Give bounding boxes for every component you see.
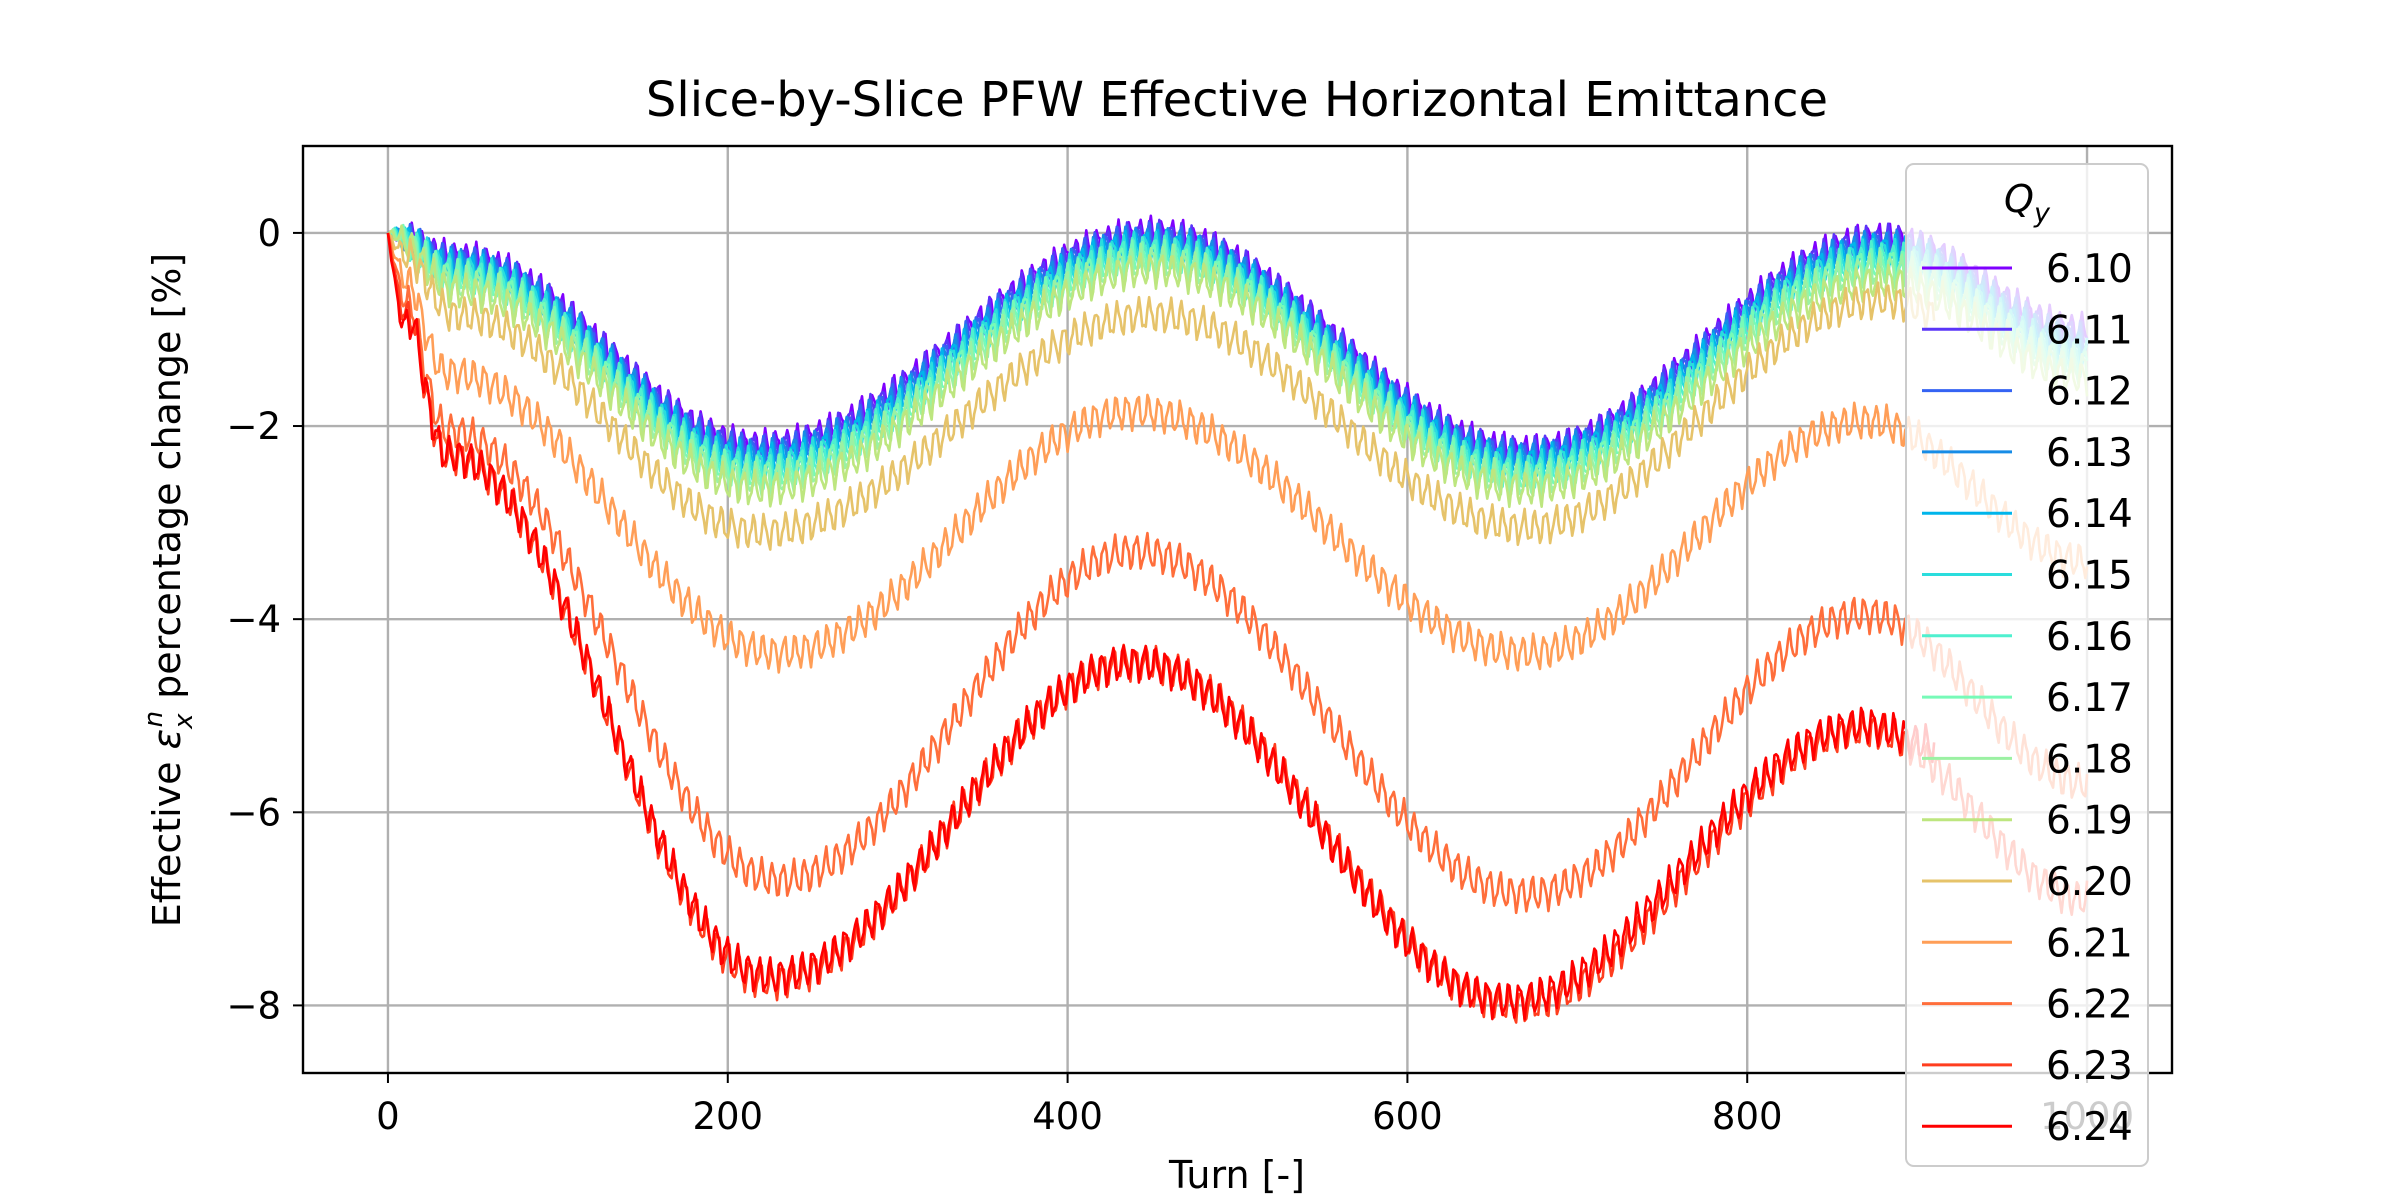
legend-box — [1905, 163, 2149, 1167]
y-tick-label: 0 — [257, 212, 281, 255]
y-axis-label: Effective εxn percentage change [%] — [139, 253, 199, 927]
legend-label: 6.16 — [2046, 615, 2133, 660]
x-axis-label: Turn [-] — [1168, 1153, 1305, 1197]
x-tick-label: 800 — [1712, 1095, 1783, 1138]
series-line-6.22 — [386, 232, 2089, 915]
x-tick-label: 0 — [376, 1095, 400, 1138]
legend-label: 6.13 — [2046, 431, 2133, 476]
legend-label: 6.20 — [2046, 860, 2133, 905]
legend-label: 6.17 — [2046, 676, 2133, 721]
legend-label: 6.22 — [2046, 983, 2133, 1028]
series-layer — [386, 214, 2089, 1024]
x-tick-label: 400 — [1032, 1095, 1103, 1138]
legend-label: 6.10 — [2046, 247, 2133, 292]
y-tick-label: −8 — [226, 984, 281, 1027]
y-axis-ticks: 0 −2 −4 −6 −8 — [226, 212, 303, 1027]
series-line-6.20 — [387, 231, 1936, 551]
legend-label: 6.15 — [2046, 554, 2133, 599]
y-tick-label: −2 — [226, 405, 281, 448]
plot-frame — [301, 144, 2174, 1075]
series-line-6.19 — [387, 224, 2089, 509]
series-line-6.11 — [387, 218, 2089, 471]
legend-label: 6.11 — [2046, 308, 2133, 353]
series-line-6.21 — [386, 232, 2089, 674]
legend-label: 6.14 — [2046, 492, 2133, 537]
legend: Qy 6.106.116.126.136.146.156.166.176.186… — [1905, 163, 2149, 1167]
legend-label: 6.12 — [2046, 370, 2133, 415]
legend-label: 6.19 — [2046, 799, 2133, 844]
legend-label: 6.24 — [2046, 1105, 2133, 1150]
legend-items: 6.10 6.11 6.12 6.13 6.14 6.15 6.16 6.17 6.18 6.19… — [1922, 247, 2133, 1150]
y-tick-label: −4 — [226, 598, 281, 641]
chart-title: Slice-by-Slice PFW Effective Horizontal … — [646, 72, 1828, 128]
series-line-6.18 — [387, 226, 2089, 498]
series-line-6.10 — [387, 214, 2089, 468]
legend-label: 6.23 — [2046, 1044, 2133, 1089]
x-tick-label: 600 — [1372, 1095, 1443, 1138]
legend-label: 6.18 — [2046, 737, 2133, 782]
series-line-6.24 — [386, 232, 1936, 1021]
legend-title: Qy — [2004, 177, 2051, 229]
y-tick-label: −6 — [226, 791, 281, 834]
legend-label: 6.21 — [2046, 921, 2133, 966]
x-tick-label: 200 — [692, 1095, 763, 1138]
